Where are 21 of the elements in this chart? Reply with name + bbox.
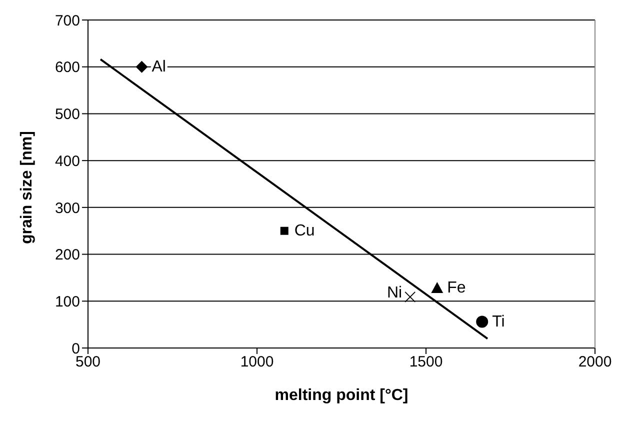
x-tick-label: 1000	[240, 354, 274, 371]
x-tick-label: 2000	[578, 354, 612, 371]
y-tick-label: 500	[54, 106, 80, 124]
x-tick-label: 1500	[409, 354, 443, 371]
y-axis-title: grain size [nm]	[18, 131, 36, 244]
y-tick-label: 700	[54, 12, 80, 30]
point	[431, 282, 444, 294]
series-label: Ni	[387, 284, 402, 302]
y-tick-label: 600	[54, 59, 80, 76]
y-tick-label: 100	[54, 293, 80, 310]
series-label: Cu	[294, 222, 315, 240]
point	[476, 316, 488, 328]
y-tick-label: 300	[54, 200, 80, 217]
point	[280, 226, 288, 235]
x-axis-title: melting point [°C]	[274, 387, 408, 404]
y-tick-label: 200	[54, 246, 80, 264]
point	[404, 291, 416, 302]
series-label: Fe	[447, 280, 466, 297]
point	[136, 60, 148, 73]
y-tick-label: 400	[54, 152, 80, 170]
series-label: Ti	[492, 313, 505, 330]
